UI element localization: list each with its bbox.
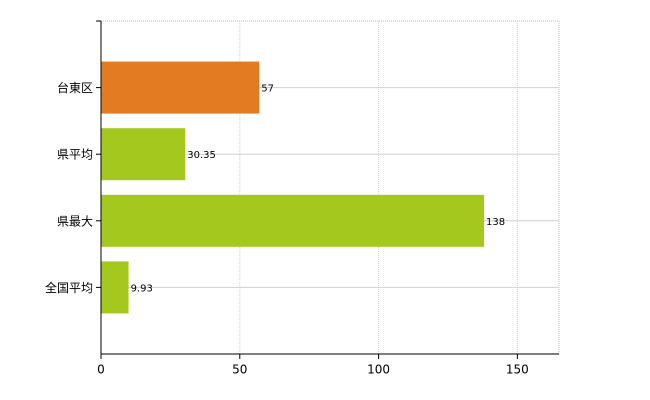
value-label: 138 bbox=[486, 217, 505, 228]
y-tick-label: 全国平均 bbox=[45, 280, 93, 295]
y-tick-label: 県平均 bbox=[57, 148, 93, 162]
bar bbox=[101, 261, 129, 314]
y-tick-label: 台東区 bbox=[57, 80, 93, 95]
x-tick-label: 100 bbox=[367, 363, 390, 377]
value-label: 30.35 bbox=[187, 150, 216, 161]
x-tick-label: 150 bbox=[506, 363, 529, 377]
value-label: 9.93 bbox=[131, 283, 153, 294]
bar bbox=[101, 61, 260, 114]
value-label: 57 bbox=[261, 84, 274, 95]
y-tick-label: 県最大 bbox=[57, 214, 93, 228]
bar bbox=[101, 128, 186, 181]
x-tick-label: 0 bbox=[97, 363, 105, 377]
bar bbox=[101, 194, 485, 247]
x-tick-label: 50 bbox=[232, 363, 247, 377]
